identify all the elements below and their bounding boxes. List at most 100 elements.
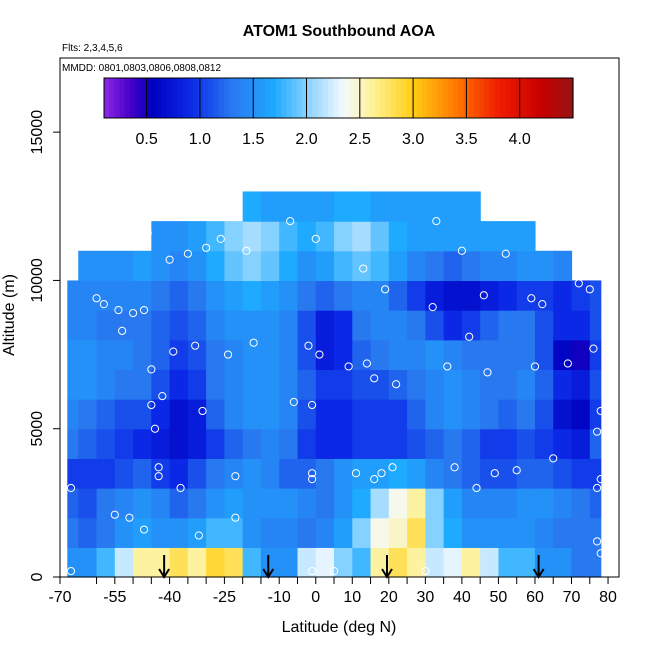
field-cell — [315, 250, 335, 282]
colorbar-tick-label: 1.0 — [189, 131, 211, 148]
field-cell — [480, 310, 500, 341]
colorbar-segment — [322, 78, 329, 118]
field-cell — [260, 250, 280, 282]
colorbar-segment — [479, 78, 486, 118]
sample-point — [154, 472, 163, 481]
sample-point — [592, 483, 602, 493]
sample-point — [66, 483, 76, 493]
colorbar-segment — [208, 78, 215, 118]
field-cell — [297, 488, 317, 519]
field-cell — [297, 310, 317, 341]
field-cell — [242, 399, 262, 430]
field-cell — [96, 458, 116, 489]
field-cell — [242, 310, 262, 341]
field-cell — [114, 458, 134, 489]
field-cell — [315, 488, 335, 519]
sample-point — [563, 359, 572, 368]
field-cell — [352, 428, 372, 459]
colorbar-segment — [244, 78, 251, 118]
colorbar-segment — [156, 78, 162, 118]
field-cell — [589, 488, 602, 519]
field-cell — [571, 280, 591, 311]
field-cell — [206, 517, 226, 548]
colorbar-segment — [291, 78, 298, 118]
sample-point — [315, 350, 324, 359]
field-cell — [206, 339, 226, 370]
colorbar-segment — [447, 78, 454, 118]
field-cell — [151, 517, 171, 548]
field-cell — [407, 399, 426, 430]
colorbar-tick-label: 3.0 — [402, 131, 424, 148]
field-cell — [534, 399, 554, 430]
y-tick-label: 5000 — [29, 411, 46, 447]
field-cell — [206, 280, 226, 311]
x-tick-label: 0 — [311, 589, 320, 606]
field-cell — [133, 488, 152, 519]
field-cell — [443, 280, 463, 311]
colorbar-segment — [427, 78, 433, 118]
sample-point — [377, 469, 386, 478]
field-cell — [187, 428, 207, 459]
field-cell — [516, 399, 536, 430]
colorbar-segment — [203, 78, 209, 118]
field-cell — [334, 339, 353, 370]
y-axis-label: Altitude (m) — [1, 274, 18, 356]
field-cell — [242, 191, 262, 222]
field-cell — [315, 221, 335, 252]
field-cell — [553, 488, 573, 519]
field-cell — [388, 369, 408, 400]
field-cell — [498, 488, 518, 519]
colorbar-segment — [531, 78, 538, 118]
sample-point — [307, 566, 317, 576]
colorbar-segment — [494, 78, 501, 118]
colorbar-segment — [546, 78, 553, 118]
field-cell — [224, 399, 244, 430]
colorbar-segment — [176, 78, 183, 118]
field-cell — [67, 488, 79, 519]
field-cell — [388, 547, 408, 578]
field-cell — [553, 428, 573, 459]
field-cell — [443, 310, 463, 341]
field-cell — [498, 250, 518, 282]
field-cell — [206, 428, 226, 459]
colorbar-segment — [275, 78, 282, 118]
colorbar-segment — [338, 78, 345, 118]
field-cell — [443, 250, 463, 282]
colorbar-segment — [223, 78, 230, 118]
field-cell — [425, 399, 445, 430]
field-cell — [315, 458, 335, 489]
colorbar-segment — [505, 78, 512, 118]
axes: -70 -55 -40 -25 -10 0 10 20 30 40 50 60 70 80 0 5000 100… — [29, 110, 617, 606]
sample-point — [249, 338, 258, 347]
field-cell — [187, 280, 207, 311]
field-cell — [315, 369, 335, 400]
colorbar-segment — [484, 78, 491, 118]
colorbar-segment — [333, 78, 340, 118]
field-cell — [67, 547, 79, 578]
colorbar-segment — [234, 78, 241, 118]
sample-point — [472, 483, 481, 493]
sample-point — [183, 249, 192, 258]
field-cell — [589, 369, 602, 400]
field-cell — [352, 399, 372, 430]
field-cell — [133, 547, 152, 578]
field-cell — [480, 280, 500, 311]
field-cell — [425, 428, 445, 459]
colorbar-segment — [515, 78, 522, 118]
field-cell — [480, 399, 500, 430]
x-tick-label: 80 — [599, 589, 617, 606]
sample-point — [99, 300, 108, 309]
sample-points — [63, 217, 605, 576]
field-cell — [370, 399, 390, 430]
sample-point — [556, 237, 565, 246]
sample-point — [125, 513, 134, 522]
field-cell — [242, 547, 262, 578]
chart-title: ATOM1 Southbound AOA — [243, 23, 436, 40]
field-cell — [516, 310, 536, 341]
field-cell — [388, 221, 408, 252]
sample-point — [370, 374, 379, 383]
field-cell — [352, 339, 372, 370]
field-cell — [78, 458, 98, 489]
field-cell — [534, 517, 554, 548]
colorbar-segment — [520, 78, 527, 118]
